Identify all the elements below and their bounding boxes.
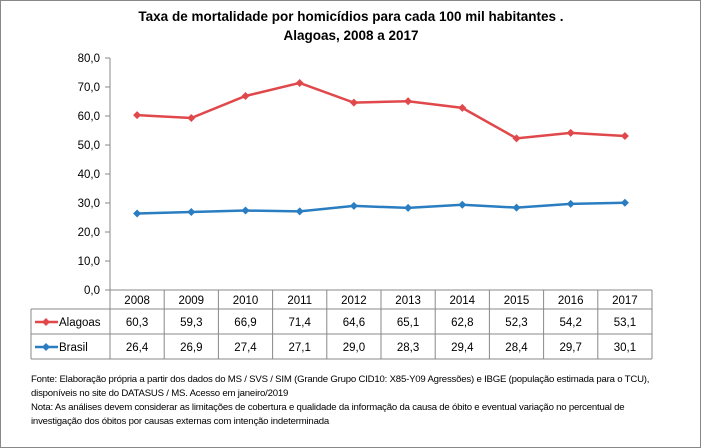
data-label: 28,3 [397, 342, 419, 354]
data-point [512, 134, 521, 143]
x-category-label: 2009 [179, 295, 205, 307]
data-point [241, 206, 250, 215]
data-point [241, 91, 250, 100]
x-category-label: 2015 [504, 295, 530, 307]
x-category-label: 2008 [124, 295, 150, 307]
data-point [404, 203, 413, 212]
data-label: 27,4 [234, 342, 257, 354]
legend-label: Alagoas [59, 317, 101, 329]
chart-subtitle: Alagoas, 2008 a 2017 [283, 28, 418, 43]
data-label: 29,7 [560, 342, 582, 354]
data-point [349, 98, 358, 107]
y-tick-label: 60,0 [78, 111, 100, 123]
y-tick-label: 0,0 [84, 285, 100, 297]
data-point [566, 199, 575, 208]
data-label: 62,8 [451, 317, 473, 329]
data-point [133, 111, 142, 120]
note-2: investigação dos óbitos por causas exter… [31, 416, 329, 427]
y-tick-label: 80,0 [78, 53, 100, 65]
y-tick-label: 50,0 [78, 140, 100, 152]
data-label: 53,1 [614, 317, 636, 329]
y-tick-label: 20,0 [78, 227, 100, 239]
source-note-2: disponíveis no site do DATASUS / MS. Ace… [31, 388, 289, 399]
data-label: 27,1 [289, 342, 311, 354]
data-point [295, 207, 304, 216]
x-category-label: 2016 [558, 295, 584, 307]
data-label: 54,2 [560, 317, 582, 329]
y-tick-label: 70,0 [78, 82, 100, 94]
x-category-label: 2012 [341, 295, 367, 307]
x-category-label: 2017 [612, 295, 638, 307]
data-label: 60,3 [126, 317, 148, 329]
source-note-1: Fonte: Elaboração própria a partir dos d… [31, 374, 650, 385]
series-line-alagoas [137, 81, 625, 140]
data-point [566, 128, 575, 137]
legend-marker [42, 343, 50, 351]
data-label: 26,9 [180, 342, 202, 354]
data-point [458, 103, 467, 112]
data-label: 28,4 [505, 342, 528, 354]
data-label: 52,3 [505, 317, 527, 329]
data-point [404, 97, 413, 106]
data-point [187, 114, 196, 123]
data-label: 64,6 [343, 317, 365, 329]
data-point [349, 201, 358, 210]
data-label: 59,3 [180, 317, 202, 329]
x-category-label: 2013 [395, 295, 421, 307]
data-point [620, 198, 629, 207]
note-1: Nota: As análises devem considerar as li… [31, 402, 625, 413]
chart-svg: Taxa de mortalidade por homicídios para … [30, 9, 653, 360]
data-point [295, 78, 304, 87]
data-label: 29,4 [451, 342, 474, 354]
series-line-brasil [137, 201, 625, 215]
y-tick-label: 10,0 [78, 256, 100, 268]
data-label: 71,4 [289, 317, 312, 329]
data-label: 26,4 [126, 342, 149, 354]
legend-marker [42, 318, 50, 326]
data-point [187, 207, 196, 216]
data-point [133, 209, 142, 218]
chart-title: Taxa de mortalidade por homicídios para … [138, 9, 563, 24]
data-label: 66,9 [234, 317, 256, 329]
data-label: 29,0 [343, 342, 365, 354]
x-category-label: 2011 [287, 295, 312, 307]
data-point [620, 132, 629, 141]
x-category-label: 2014 [450, 295, 476, 307]
y-tick-label: 30,0 [78, 198, 100, 210]
y-tick-label: 40,0 [78, 169, 100, 181]
x-category-label: 2010 [233, 295, 259, 307]
data-label: 30,1 [614, 342, 636, 354]
data-point [458, 200, 467, 209]
data-point [512, 203, 521, 212]
data-label: 65,1 [397, 317, 419, 329]
legend-label: Brasil [59, 342, 88, 354]
